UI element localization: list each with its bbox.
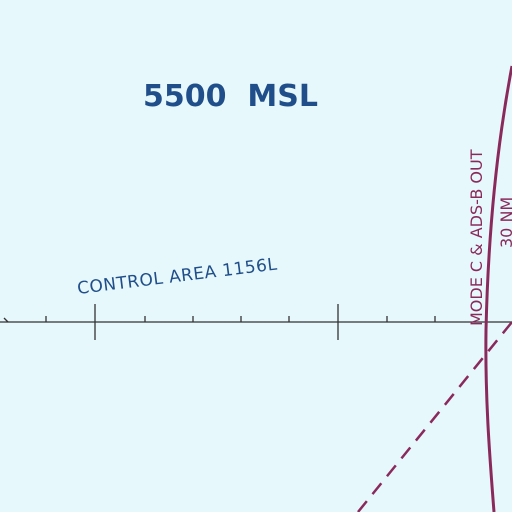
mode-c-veil-label: MODE C & ADS-B OUT bbox=[467, 149, 486, 326]
dashed-boundary-line bbox=[357, 321, 512, 512]
scale-tick-minor bbox=[3, 317, 9, 323]
tick-scale-line bbox=[0, 304, 512, 340]
altitude-label: 5500 MSL bbox=[143, 79, 318, 114]
mode-c-veil-boundary bbox=[484, 65, 512, 512]
mode-c-veil-distance-label: 30 NM bbox=[497, 197, 512, 248]
